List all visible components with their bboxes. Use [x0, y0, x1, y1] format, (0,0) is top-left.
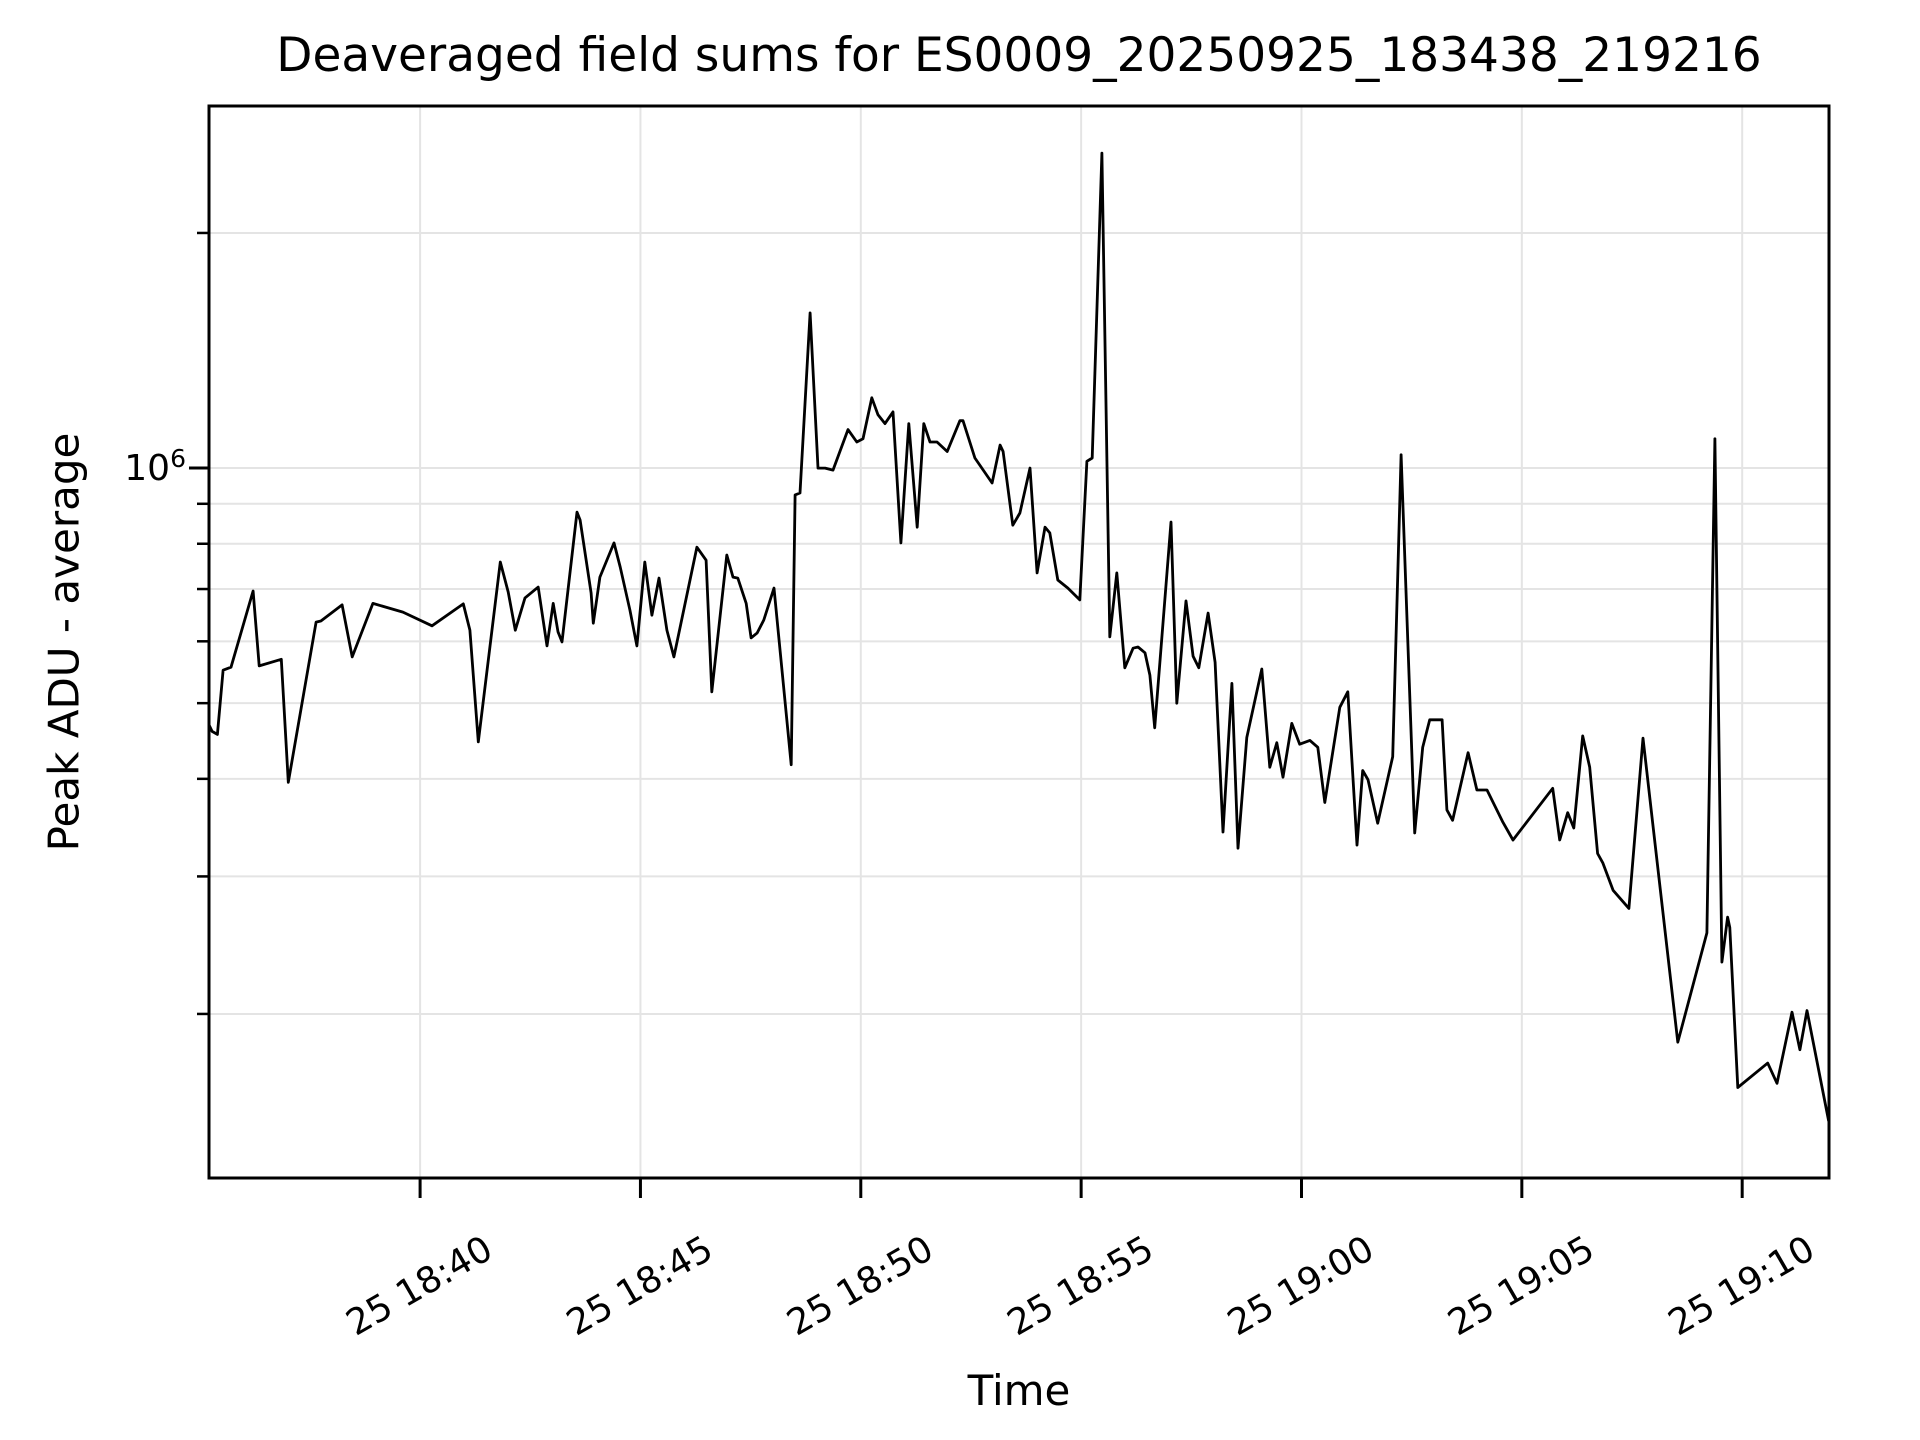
x-tick-label: 25 18:55	[1001, 1228, 1161, 1344]
x-tick-label: 25 19:05	[1441, 1228, 1601, 1344]
y-tick-base: 10	[124, 448, 171, 489]
x-tick-label: 25 18:45	[560, 1228, 720, 1344]
x-tick-label: 25 19:10	[1662, 1228, 1822, 1344]
y-major-tick-label: 106	[80, 444, 186, 489]
data-line	[207, 151, 1830, 1123]
y-tick-exponent: 6	[170, 444, 186, 473]
x-tick-label: 25 19:00	[1221, 1228, 1381, 1344]
x-tick-label: 25 18:50	[780, 1228, 940, 1344]
chart-title: Deaveraged field sums for ES0009_2025092…	[276, 28, 1762, 83]
x-axis-label: Time	[967, 1366, 1071, 1415]
x-tick-label: 25 18:40	[340, 1228, 500, 1344]
